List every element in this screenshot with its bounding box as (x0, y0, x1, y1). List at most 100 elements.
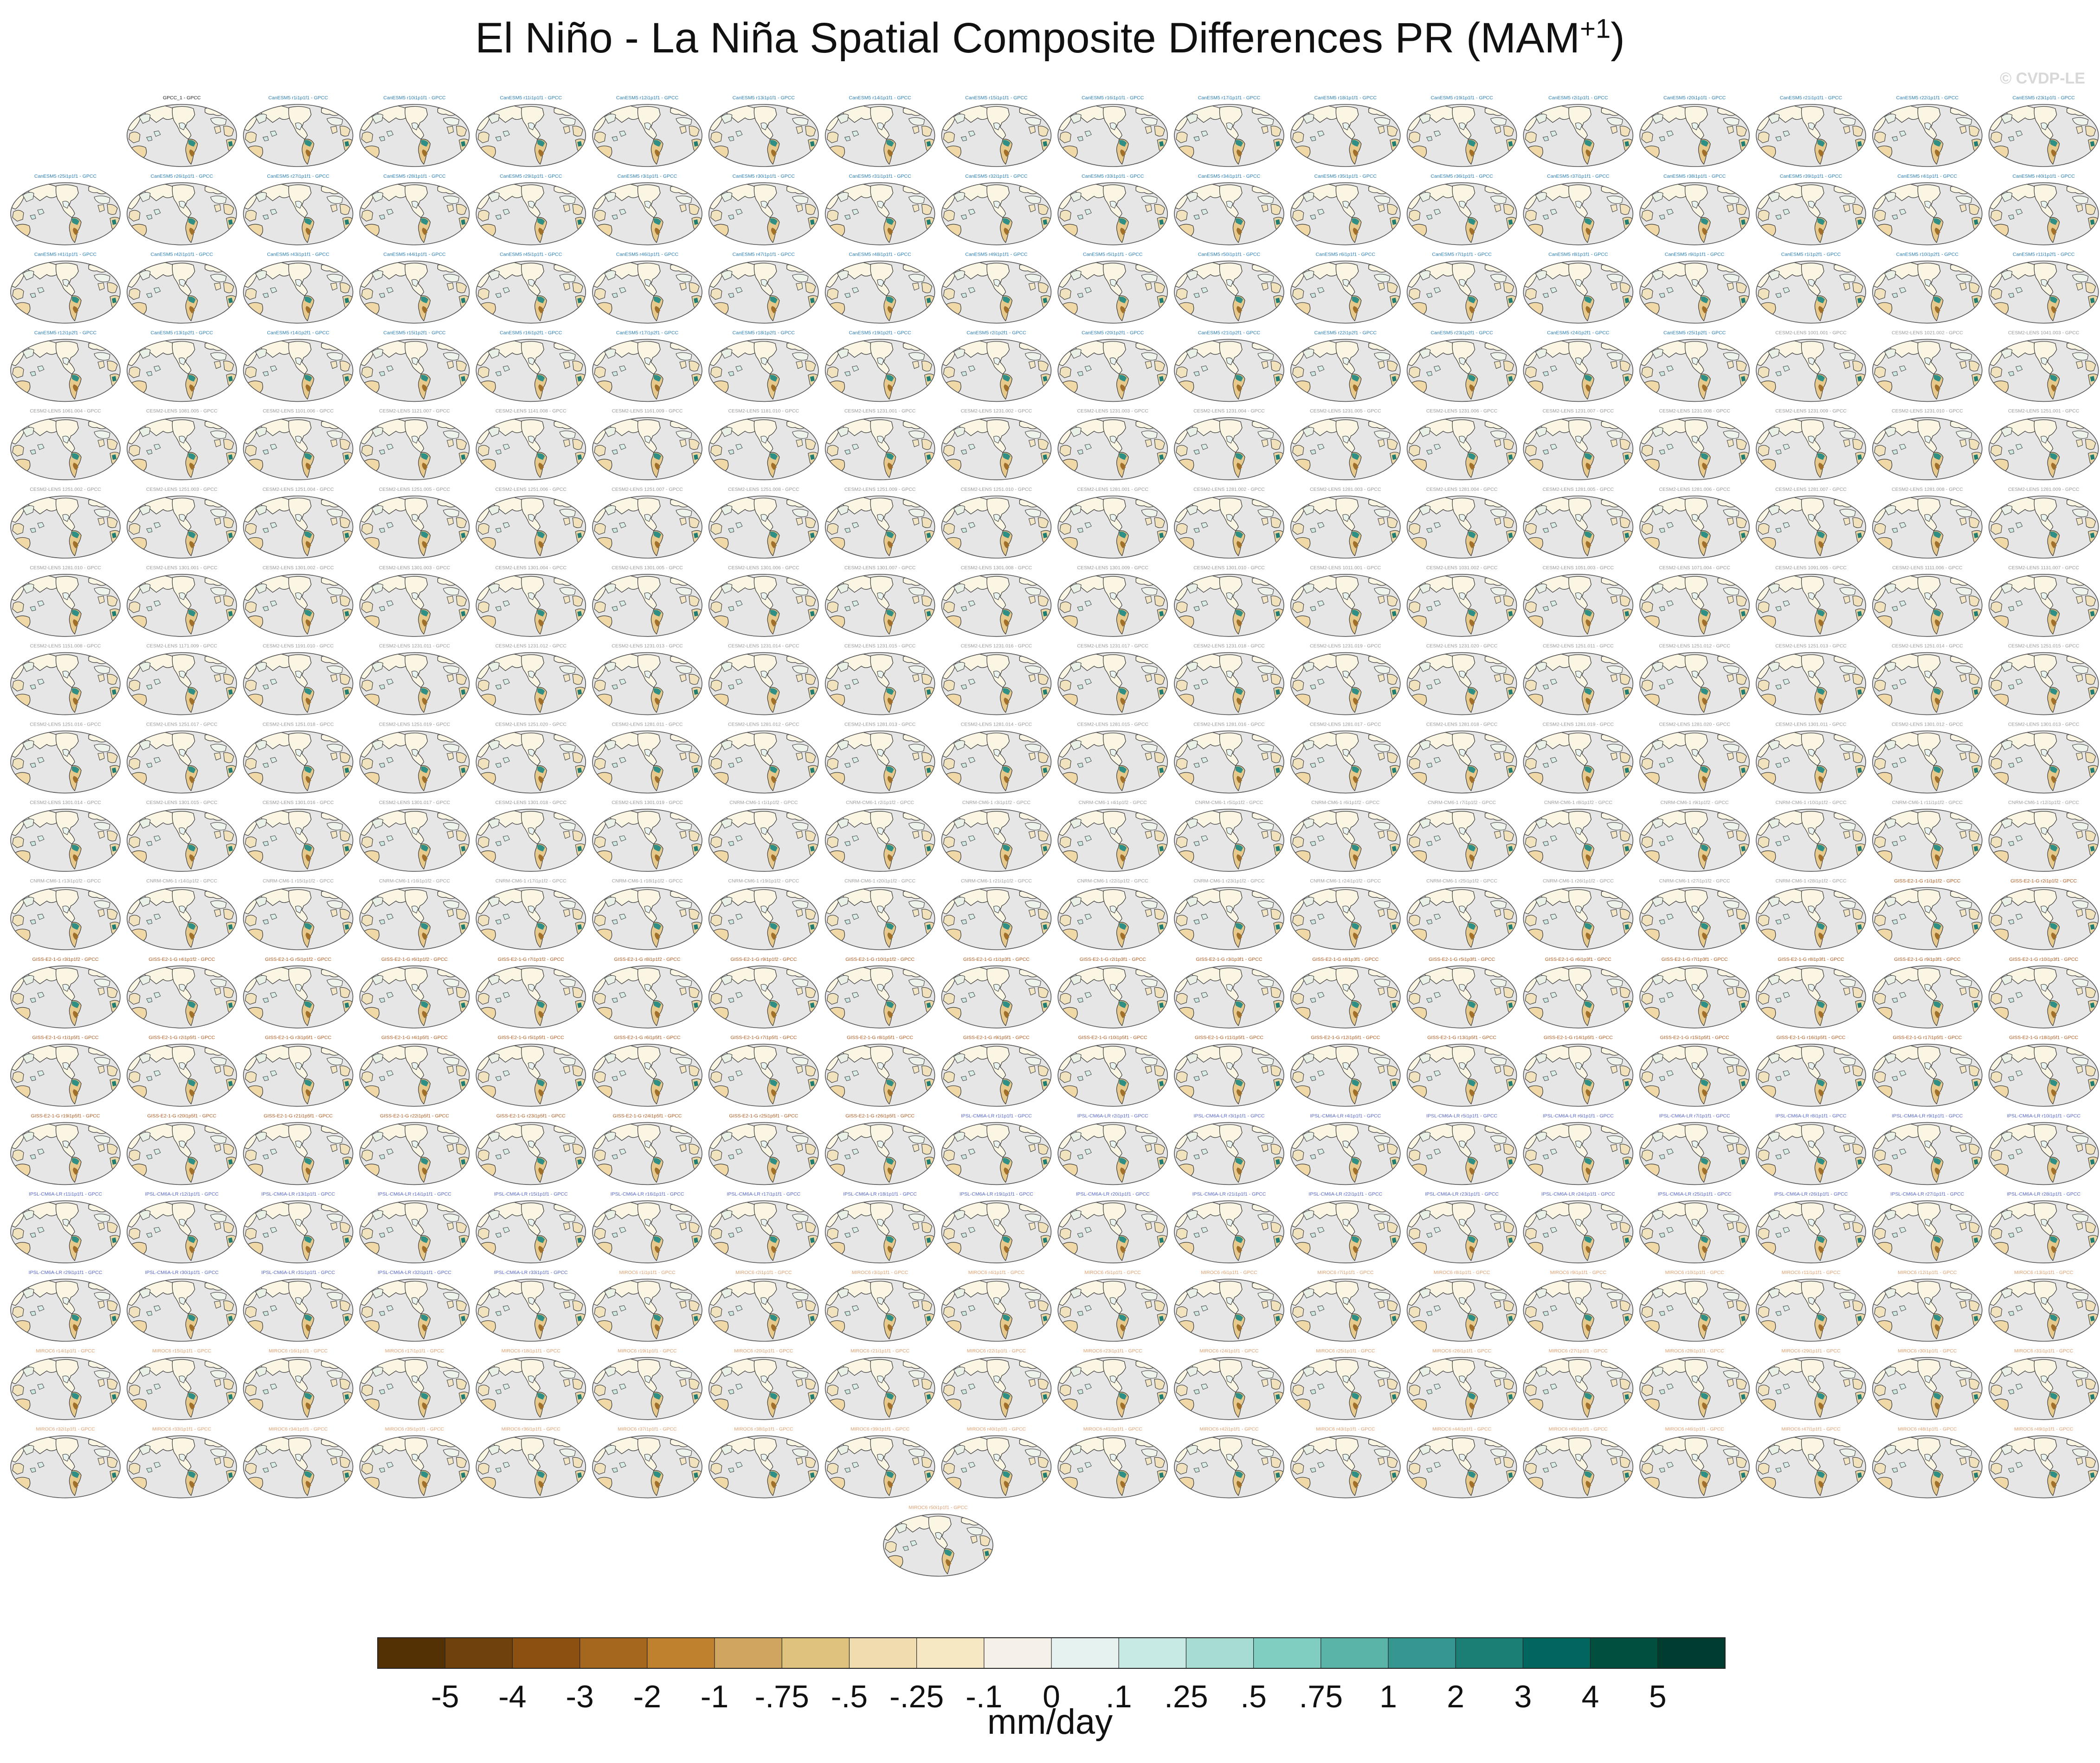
map-panel: CanESM5 r48i1p1f1 - GPCC (825, 252, 935, 323)
map-panel-title: CanESM5 r23i1p1f1 - GPCC (2012, 95, 2075, 101)
map-panel: CanESM5 r34i1p1f1 - GPCC (1174, 174, 1284, 245)
map-panel: CanESM5 r28i1p1f1 - GPCC (360, 174, 469, 245)
map-panel: CanESM5 r16i1p1f1 - GPCC (1058, 95, 1167, 167)
map-panel-title: CanESM5 r17i1p1f1 - GPCC (1198, 95, 1261, 101)
colorbar-box (849, 1638, 917, 1668)
map-panel-title: CanESM5 r3i1p1f1 - GPCC (618, 174, 677, 179)
map-panel: CanESM5 r21i1p1f1 - GPCC (1756, 95, 1866, 167)
map-panel-title: CanESM5 r8i1p1f1 - GPCC (1548, 252, 1608, 257)
colorbar-box (1051, 1638, 1119, 1668)
map-panel-title: CanESM5 r15i1p1f1 - GPCC (965, 95, 1028, 101)
colorbar-units-label: mm/day (987, 1702, 1113, 1742)
map-panel: CanESM5 r43i1p1f1 - GPCC (244, 252, 353, 323)
map-panel-title: CanESM5 r1i1p1f1 - GPCC (268, 95, 328, 101)
map-panel-title: CanESM5 r34i1p1f1 - GPCC (1198, 174, 1261, 179)
map-panel-title: CanESM5 r11i1p1f1 - GPCC (500, 95, 562, 101)
map-panel: CanESM5 r13i1p1f1 - GPCC (709, 95, 818, 167)
map-panel: CanESM5 r3i1p1f1 - GPCC (593, 174, 702, 245)
map-panel-title: CanESM5 r21i1p1f1 - GPCC (1780, 95, 1842, 101)
map-panel-title: CanESM5 r12i1p1f1 - GPCC (616, 95, 679, 101)
map-panel: CanESM5 r1i1p2f1 - GPCC (1756, 252, 1866, 323)
map-panel: CanESM5 r2i1p1f1 - GPCC (1523, 95, 1633, 167)
map-panel-title: CanESM5 r43i1p1f1 - GPCC (267, 252, 329, 257)
map-panel-title: CanESM5 r1i1p2f1 - GPCC (1781, 252, 1841, 257)
map-panel: CanESM5 r29i1p1f1 - GPCC (476, 174, 586, 245)
map-panel-title: CanESM5 r29i1p1f1 - GPCC (500, 174, 562, 179)
map-panel-title: CanESM5 r14i1p1f1 - GPCC (849, 95, 911, 101)
map-panel: CanESM5 r23i1p1f1 - GPCC (1989, 95, 2099, 167)
colorbar-box (984, 1638, 1052, 1668)
map-panel-title: CanESM5 r30i1p1f1 - GPCC (733, 174, 795, 179)
map-panel: CanESM5 r42i1p1f1 - GPCC (127, 252, 237, 323)
map-panel: CanESM5 r33i1p1f1 - GPCC (1058, 174, 1167, 245)
map-panel-title: CanESM5 r33i1p1f1 - GPCC (1082, 174, 1144, 179)
map-panel: CanESM5 r6i1p1f1 - GPCC (1291, 252, 1400, 323)
map-panel: CanESM5 r49i1p1f1 - GPCC (941, 252, 1051, 323)
map-panel-title: CanESM5 r47i1p1f1 - GPCC (733, 252, 795, 257)
map-panel: CanESM5 r7i1p1f1 - GPCC (1407, 252, 1517, 323)
map-panel: CanESM5 r37i1p1f1 - GPCC (1523, 174, 1633, 245)
map-panel: CanESM5 r25i1p1f1 - GPCC (11, 174, 120, 245)
map-panel: CanESM5 r45i1p1f1 - GPCC (476, 252, 586, 323)
map-panel-title: CanESM5 r22i1p1f1 - GPCC (1896, 95, 1959, 101)
map-panel-title: CanESM5 r28i1p1f1 - GPCC (383, 174, 446, 179)
map-panel: CanESM5 r26i1p1f1 - GPCC (127, 174, 237, 245)
map-panel-title: CanESM5 r6i1p1f1 - GPCC (1316, 252, 1376, 257)
map-panel: CanESM5 r35i1p1f1 - GPCC (1291, 174, 1400, 245)
map-panel-title: CanESM5 r38i1p1f1 - GPCC (1663, 174, 1726, 179)
map-panel: CanESM5 r8i1p1f1 - GPCC (1523, 252, 1633, 323)
map-panel-title: CanESM5 r2i1p1f1 - GPCC (1548, 95, 1608, 101)
map-panel: CanESM5 r20i1p1f1 - GPCC (1640, 95, 1749, 167)
map-panel: CanESM5 r15i1p1f1 - GPCC (941, 95, 1051, 167)
map-panel: CanESM5 r50i1p1f1 - GPCC (1174, 252, 1284, 323)
map-panel: GPCC_1 - GPCC (127, 95, 237, 167)
map-panel-title: CanESM5 r4i1p1f1 - GPCC (1898, 174, 1958, 179)
colorbar-box (916, 1638, 985, 1668)
map-panel: CanESM5 r10i1p1f1 - GPCC (360, 95, 469, 167)
map-panel-title: CanESM5 r13i1p1f1 - GPCC (733, 95, 795, 101)
colorbar-box (580, 1638, 648, 1668)
map-panel: CanESM5 r39i1p1f1 - GPCC (1756, 174, 1866, 245)
colorbar-box (1186, 1638, 1254, 1668)
map-panel-title: CanESM5 r40i1p1f1 - GPCC (2012, 174, 2075, 179)
map-panel: CanESM5 r38i1p1f1 - GPCC (1640, 174, 1749, 245)
map-panel: CanESM5 r32i1p1f1 - GPCC (941, 174, 1051, 245)
map-panel: CanESM5 r27i1p1f1 - GPCC (244, 174, 353, 245)
map-panel-title: CanESM5 r50i1p1f1 - GPCC (1198, 252, 1261, 257)
map-panel-title: CanESM5 r39i1p1f1 - GPCC (1780, 174, 1842, 179)
colorbar-box (445, 1638, 513, 1668)
map-panel: CanESM5 r11i1p1f1 - GPCC (476, 95, 586, 167)
map-panel: CanESM5 r10i1p2f1 - GPCC (1873, 252, 1982, 323)
page-title: El Niño - La Niña Spatial Composite Diff… (0, 14, 2100, 63)
map-panel: CanESM5 r36i1p1f1 - GPCC (1407, 174, 1517, 245)
map-panel-title: CanESM5 r37i1p1f1 - GPCC (1547, 174, 1610, 179)
colorbar-box (1119, 1638, 1186, 1668)
map-panel: CanESM5 r1i1p1f1 - GPCC (244, 95, 353, 167)
colorbar-box (1523, 1638, 1591, 1668)
colorbar-box (647, 1638, 715, 1668)
colorbar-box (512, 1638, 580, 1668)
map-panel-title: CanESM5 r44i1p1f1 - GPCC (383, 252, 446, 257)
colorbar-box (1388, 1638, 1456, 1668)
map-panel-title: CanESM5 r49i1p1f1 - GPCC (965, 252, 1028, 257)
map-panel: CanESM5 r47i1p1f1 - GPCC (709, 252, 818, 323)
map-panel-title: CanESM5 r25i1p1f1 - GPCC (34, 174, 97, 179)
map-panel: CanESM5 r46i1p1f1 - GPCC (593, 252, 702, 323)
colorbar-boxes (377, 1637, 1726, 1669)
colorbar-box (715, 1638, 782, 1668)
colorbar-box (1590, 1638, 1658, 1668)
map-panel-title: GPCC_1 - GPCC (163, 95, 201, 101)
map-panel-title: CanESM5 r26i1p1f1 - GPCC (151, 174, 213, 179)
map-panel-title: CanESM5 r46i1p1f1 - GPCC (616, 252, 679, 257)
map-panel: CanESM5 r17i1p1f1 - GPCC (1174, 95, 1284, 167)
map-panel-title: CanESM5 r7i1p1f1 - GPCC (1432, 252, 1492, 257)
map-panel-title: CanESM5 r5i1p1f1 - GPCC (1083, 252, 1143, 257)
map-panel: CanESM5 r40i1p1f1 - GPCC (1989, 174, 2099, 245)
colorbar-box (378, 1638, 445, 1668)
map-panel: CanESM5 r30i1p1f1 - GPCC (709, 174, 818, 245)
map-panel-title: CanESM5 r36i1p1f1 - GPCC (1430, 174, 1493, 179)
map-panel-title: CanESM5 r10i1p1f1 - GPCC (383, 95, 446, 101)
map-panel-title: CanESM5 r18i1p1f1 - GPCC (1314, 95, 1377, 101)
colorbar-box (782, 1638, 850, 1668)
map-panel-title: CanESM5 r20i1p1f1 - GPCC (1663, 95, 1726, 101)
